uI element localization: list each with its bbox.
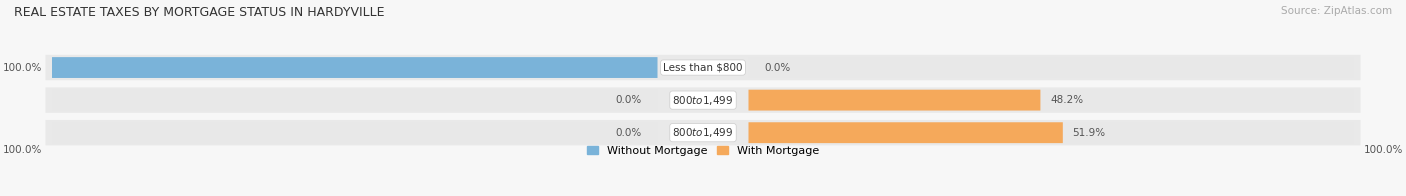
- Text: 0.0%: 0.0%: [614, 128, 641, 138]
- FancyBboxPatch shape: [748, 57, 1354, 78]
- Text: $800 to $1,499: $800 to $1,499: [672, 126, 734, 139]
- Legend: Without Mortgage, With Mortgage: Without Mortgage, With Mortgage: [588, 146, 818, 156]
- Text: 48.2%: 48.2%: [1050, 95, 1083, 105]
- Text: 100.0%: 100.0%: [3, 63, 42, 73]
- FancyBboxPatch shape: [52, 57, 658, 78]
- Text: Source: ZipAtlas.com: Source: ZipAtlas.com: [1281, 6, 1392, 16]
- FancyBboxPatch shape: [52, 57, 658, 78]
- Text: $800 to $1,499: $800 to $1,499: [672, 94, 734, 107]
- FancyBboxPatch shape: [748, 90, 1040, 111]
- Text: 0.0%: 0.0%: [765, 63, 792, 73]
- Text: 100.0%: 100.0%: [3, 145, 42, 155]
- Text: 0.0%: 0.0%: [614, 95, 641, 105]
- FancyBboxPatch shape: [45, 120, 1361, 145]
- FancyBboxPatch shape: [52, 90, 658, 111]
- Text: 100.0%: 100.0%: [1364, 145, 1403, 155]
- FancyBboxPatch shape: [748, 122, 1063, 143]
- Text: REAL ESTATE TAXES BY MORTGAGE STATUS IN HARDYVILLE: REAL ESTATE TAXES BY MORTGAGE STATUS IN …: [14, 6, 385, 19]
- FancyBboxPatch shape: [748, 90, 1354, 111]
- FancyBboxPatch shape: [748, 122, 1354, 143]
- Text: Less than $800: Less than $800: [664, 63, 742, 73]
- FancyBboxPatch shape: [45, 55, 1361, 80]
- Text: 51.9%: 51.9%: [1073, 128, 1105, 138]
- FancyBboxPatch shape: [45, 87, 1361, 113]
- FancyBboxPatch shape: [52, 122, 658, 143]
